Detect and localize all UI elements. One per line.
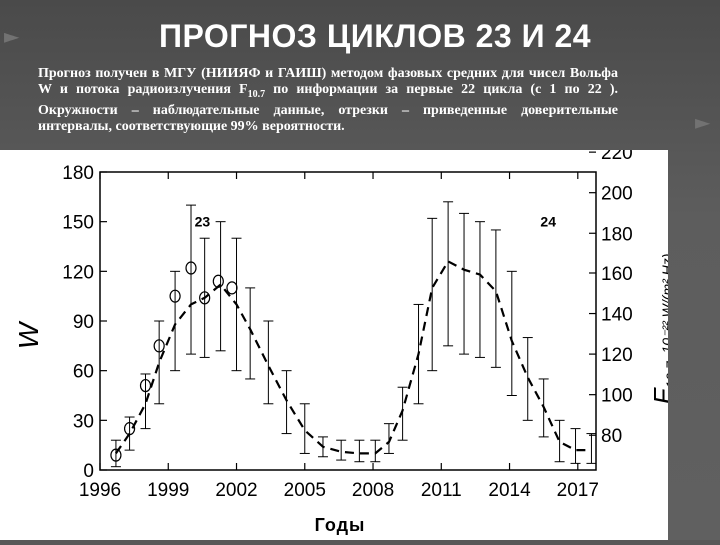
y-tick-label: 180: [62, 163, 94, 184]
x-tick-label: 2014: [488, 480, 531, 501]
x-tick-label: 2008: [352, 480, 394, 501]
y2-axis-label-unit: , 10⁻²² W/(m² Hz): [659, 254, 668, 362]
y-tick-label: 60: [73, 362, 94, 383]
y-tick-label: 150: [62, 213, 94, 234]
observation-point: [110, 448, 122, 462]
chevron-right-icon: ►: [4, 24, 20, 48]
x-tick-label: 1999: [147, 480, 189, 501]
x-tick-label: 2017: [557, 480, 599, 501]
y2-tick-label: 200: [601, 184, 633, 205]
error-bars: [110, 201, 597, 468]
x-tick-label: 1996: [79, 480, 121, 501]
observation-point: [153, 339, 165, 353]
observations: [110, 261, 238, 462]
slide-note: Прогноз получен в МГУ (НИИЯФ и ГАИШ) мет…: [38, 66, 618, 150]
note-text-part1: Прогноз получен в МГУ (НИИЯФ и ГАИШ) мет…: [38, 66, 618, 97]
cycle-label: 23: [195, 214, 211, 230]
y2-tick-label: 80: [601, 426, 622, 447]
forecast-line: [114, 259, 592, 455]
observation-point: [212, 274, 224, 288]
plot-frame: [99, 171, 597, 471]
cycle-label: 24: [540, 214, 556, 230]
observation-point: [169, 289, 181, 303]
x-axis-label: Годы: [315, 515, 366, 535]
forecast-series: [114, 259, 592, 455]
y2-axis-label-sub: 10.7: [663, 360, 668, 388]
y-tick-label: 120: [62, 262, 94, 283]
y2-tick-label: 220: [601, 150, 633, 164]
note-subscript: 10.7: [247, 88, 266, 100]
y2-tick-label: 180: [601, 224, 633, 245]
observation-point: [185, 261, 197, 275]
y2-axis-label: F10.7, 10⁻²² W/(m² Hz): [648, 254, 668, 405]
observation-point: [139, 378, 152, 393]
y2-tick-label: 120: [601, 345, 633, 366]
x-tick-label: 2005: [284, 480, 326, 501]
y-tick-label: 30: [73, 411, 94, 432]
y2-tick-label: 140: [601, 305, 633, 326]
y2-tick-label: 100: [601, 386, 633, 407]
y2-tick-label: 160: [601, 264, 633, 285]
observation-point: [226, 281, 238, 295]
y-tick-label: 90: [73, 312, 94, 333]
slide-title: ПРОГНОЗ ЦИКЛОВ 23 И 24: [158, 18, 592, 54]
x-tick-label: 2002: [215, 480, 257, 501]
y-tick-label: 0: [83, 461, 94, 482]
cycle-forecast-chart: 1996 1999 2002 2005 2008 2011 2014 2017 0 30 60 90 1…: [13, 143, 679, 535]
chevron-right-icon: ►: [695, 110, 711, 134]
observation-point: [123, 422, 136, 436]
chart-panel: 1996 1999 2002 2005 2008 2011 2014 2017 0 30 60 90 1…: [0, 143, 679, 540]
x-tick-label: 2011: [421, 480, 462, 501]
note-text-part2: по информации за первые 22 цикла (с 1 по…: [38, 82, 618, 134]
observation-point: [199, 291, 211, 305]
axes: 1996 1999 2002 2005 2008 2011 2014 2017 0 30 60 90 1…: [62, 143, 633, 501]
y-axis-label: W: [13, 320, 44, 349]
